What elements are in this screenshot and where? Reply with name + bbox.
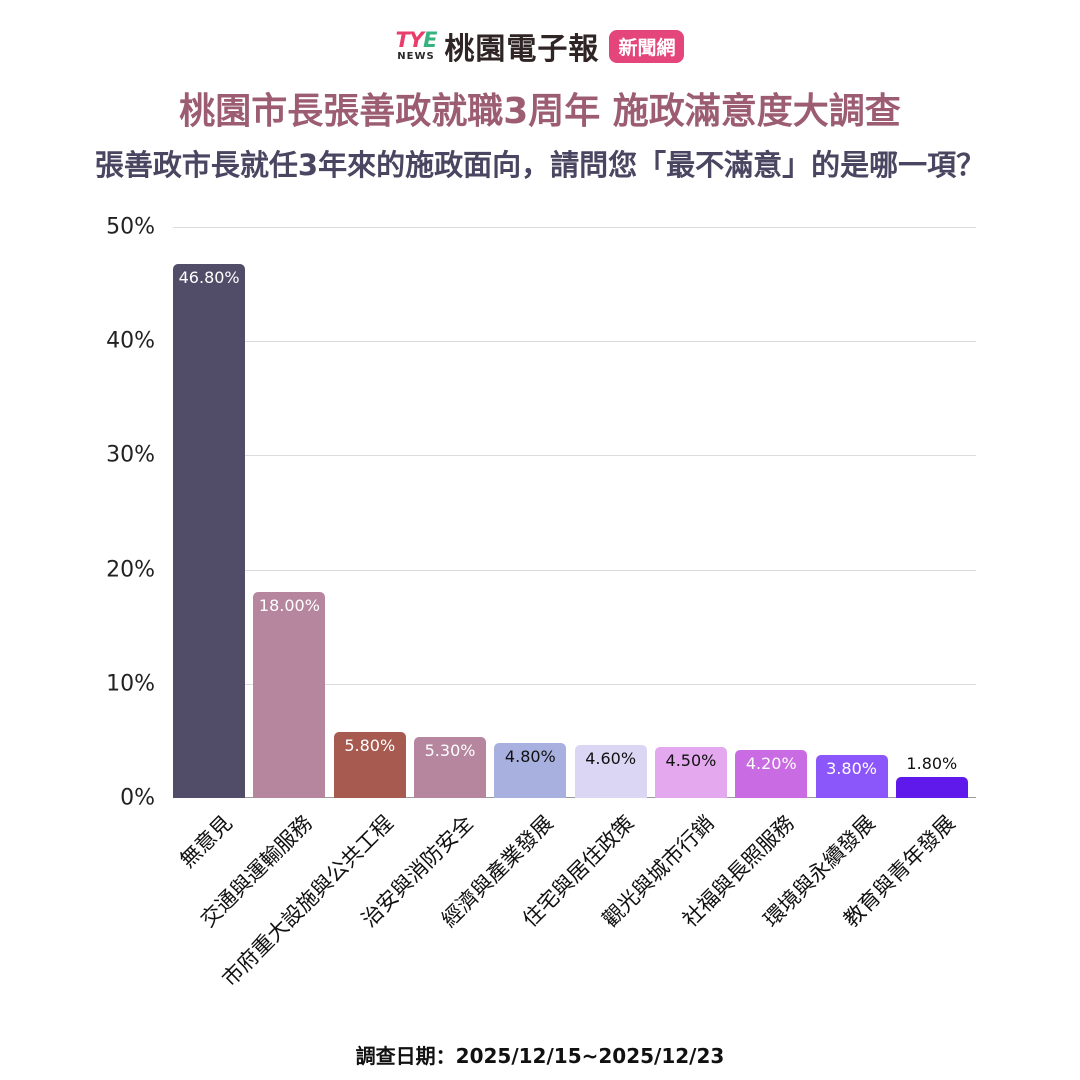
gridline — [173, 455, 976, 457]
bar-value-label: 4.50% — [665, 750, 717, 770]
bar: 4.80% — [494, 743, 567, 798]
bar: 4.20% — [735, 750, 808, 798]
chart-subtitle: 張善政市長就任3年來的施政面向，請問您「最不滿意」的是哪一項？ — [94, 148, 986, 182]
bar-value-label: 4.80% — [504, 747, 556, 767]
bar: 1.80% — [895, 754, 968, 798]
bar-value-label: 18.00% — [258, 596, 320, 616]
bar-value-label: 5.80% — [344, 735, 396, 755]
y-tick-label: 20% — [106, 557, 155, 583]
gridline — [173, 227, 976, 228]
gridline — [173, 569, 976, 571]
x-axis-labels: 無意見 交通與運輸服務 市府重大設施與公共工程 治安與消防安全 經濟與產業發展 住宅與居住… — [173, 808, 976, 1038]
y-tick-label: 40% — [106, 328, 155, 354]
logo-letter-e: E — [423, 28, 437, 52]
x-category-label: 無意見 — [175, 810, 237, 873]
bar: 3.80% — [815, 754, 888, 798]
logo-news-text: NEWS — [397, 51, 435, 62]
bar: 5.30% — [414, 737, 487, 798]
bar: 5.80% — [333, 731, 406, 798]
y-tick-label: 0% — [120, 785, 155, 811]
tye-news-logo-mark: TYE NEWS — [395, 28, 438, 62]
bar-value-label: 46.80% — [178, 267, 240, 287]
bar-value-label: 5.30% — [424, 741, 476, 761]
x-axis-line — [173, 797, 976, 798]
y-tick-label: 10% — [106, 671, 155, 697]
bar-value-label: 4.20% — [745, 754, 797, 774]
plot-area: 46.80% 18.00% 5.80% 5.30% 4.80% 4.60% 4.50% 4.2… — [173, 227, 976, 798]
bar: 4.60% — [574, 745, 647, 798]
bar-value-label: 1.80% — [906, 754, 958, 774]
y-tick-label: 50% — [106, 214, 155, 240]
logo-letter-y: Y — [408, 28, 424, 52]
chart-title: 桃園市長張善政就職3周年 施政滿意度大調查 — [179, 91, 901, 132]
bar: 18.00% — [253, 592, 326, 798]
gridline — [173, 341, 976, 343]
bar: 46.80% — [173, 263, 246, 798]
bar: 4.50% — [654, 746, 727, 798]
bar-value-label: 4.60% — [585, 749, 637, 769]
y-tick-label: 30% — [106, 442, 155, 468]
bar-value-label: 3.80% — [826, 758, 877, 778]
logo-name: 桃園電子報 — [444, 32, 600, 67]
logo-letter-t: T — [395, 28, 410, 52]
logo-badge: 新聞網 — [609, 29, 685, 63]
survey-date: 調查日期：2025/12/15~2025/12/23 — [355, 1044, 725, 1068]
brand-logo: TYE NEWS 桃園電子報 新聞網 — [0, 24, 1080, 68]
gridline — [173, 683, 976, 685]
